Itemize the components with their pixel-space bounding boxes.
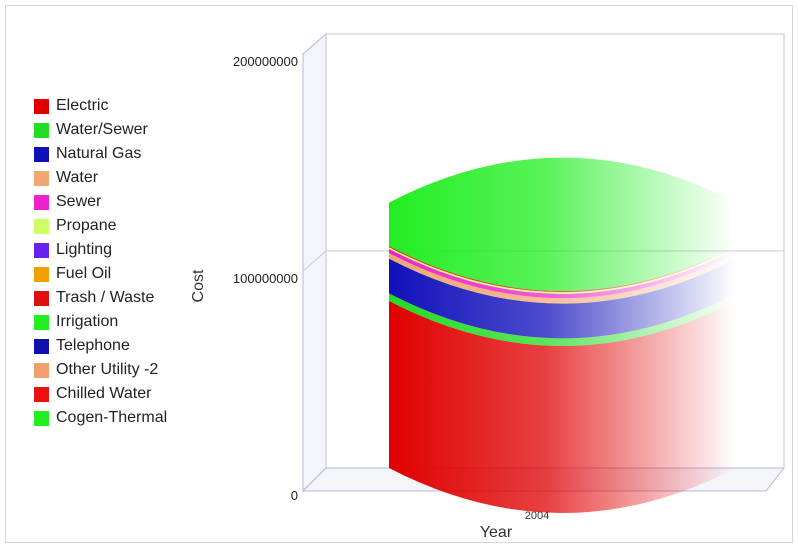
legend-swatch [34, 242, 49, 258]
legend-item: Water/Sewer [34, 118, 167, 142]
legend-label: Water/Sewer [56, 121, 148, 138]
legend-swatch [34, 410, 49, 426]
legend-item: Lighting [34, 238, 167, 262]
legend-item: Other Utility -2 [34, 358, 167, 382]
legend-item: Trash / Waste [34, 286, 167, 310]
legend-swatch [34, 194, 49, 210]
legend-item: Telephone [34, 334, 167, 358]
legend-label: Natural Gas [56, 145, 142, 162]
legend-swatch [34, 98, 49, 114]
legend-label: Chilled Water [56, 385, 152, 402]
y-tick-label: 200000000 [233, 54, 298, 69]
x-axis-title: Year [480, 524, 513, 541]
y-gridline-side [302, 250, 327, 272]
area-layer-cogen-thermal [389, 157, 736, 292]
legend-label: Trash / Waste [56, 289, 155, 306]
legend-label: Lighting [56, 241, 113, 258]
legend-item: Propane [34, 214, 167, 238]
legend-item: Natural Gas [34, 142, 167, 166]
legend-item: Sewer [34, 190, 167, 214]
legend-label: Sewer [56, 193, 102, 210]
chart-legend: Electric Water/Sewer Natural Gas Water Sewer… [34, 94, 167, 430]
legend-swatch [34, 146, 49, 162]
area-layer-natural-gas [389, 258, 736, 339]
area-layer-propane [389, 247, 736, 294]
legend-label: Water [56, 169, 99, 186]
legend-label: Propane [56, 217, 117, 234]
legend-swatch [34, 266, 49, 282]
legend-swatch [34, 338, 49, 354]
legend-label: Electric [56, 97, 109, 114]
legend-swatch [34, 218, 49, 234]
x-tick-label: 2004 [525, 510, 549, 522]
legend-item: Water [34, 166, 167, 190]
legend-swatch [34, 314, 49, 330]
legend-swatch [34, 170, 49, 186]
y-tick-label: 0 [291, 488, 298, 503]
area-layer-electric [389, 300, 736, 513]
legend-item: Electric [34, 94, 167, 118]
y-tick-label: 100000000 [233, 271, 298, 286]
area-layer-trash-waste [389, 246, 736, 293]
chart-frame: Electric Water/Sewer Natural Gas Water Sewer… [5, 5, 793, 543]
area-layer-sewer [389, 248, 736, 299]
legend-swatch [34, 362, 49, 378]
legend-swatch [34, 386, 49, 402]
y-axis-title: Cost [190, 269, 207, 302]
legend-label: Cogen-Thermal [56, 409, 168, 426]
area-layer-water-sewer [389, 293, 736, 346]
legend-item: Irrigation [34, 310, 167, 334]
area-layer-water [389, 253, 736, 304]
legend-item: Chilled Water [34, 382, 167, 406]
legend-label: Telephone [56, 337, 130, 354]
legend-label: Other Utility -2 [56, 361, 159, 378]
legend-item: Cogen-Thermal [34, 406, 167, 430]
legend-swatch [34, 290, 49, 306]
legend-item: Fuel Oil [34, 262, 167, 286]
left-wall [302, 32, 327, 493]
chart-plot: 0 100000000 200000000 2004 Year Cost [190, 32, 786, 541]
legend-label: Irrigation [56, 313, 119, 330]
legend-label: Fuel Oil [56, 265, 112, 282]
legend-swatch [34, 122, 49, 138]
